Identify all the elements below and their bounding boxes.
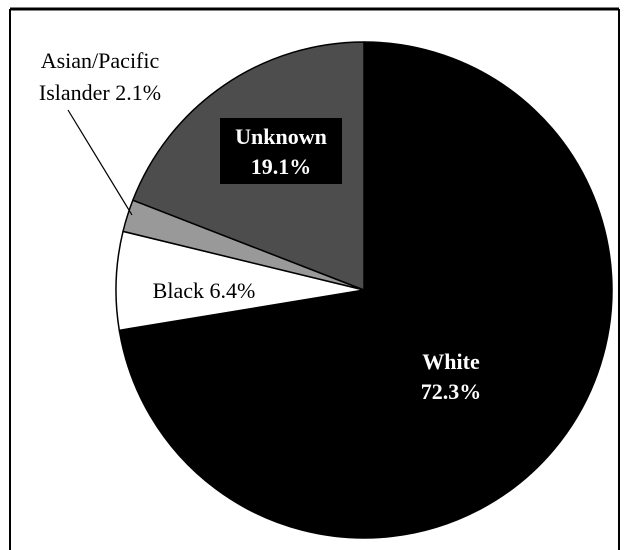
- pie-slices: [115, 41, 613, 539]
- asian-label-line1: Asian/Pacific: [41, 48, 160, 73]
- pie-slice-white: [118, 41, 613, 539]
- black-label: Black 6.4%: [153, 278, 256, 303]
- asian-leader-line: [67, 109, 133, 216]
- unknown-label-pct: 19.1%: [251, 154, 312, 179]
- asian-label-line2: Islander 2.1%: [39, 80, 161, 105]
- white-label-pct: 72.3%: [421, 379, 482, 404]
- unknown-label-box: [220, 118, 342, 184]
- unknown-label-name: Unknown: [235, 124, 327, 149]
- white-label-name: White: [422, 349, 480, 374]
